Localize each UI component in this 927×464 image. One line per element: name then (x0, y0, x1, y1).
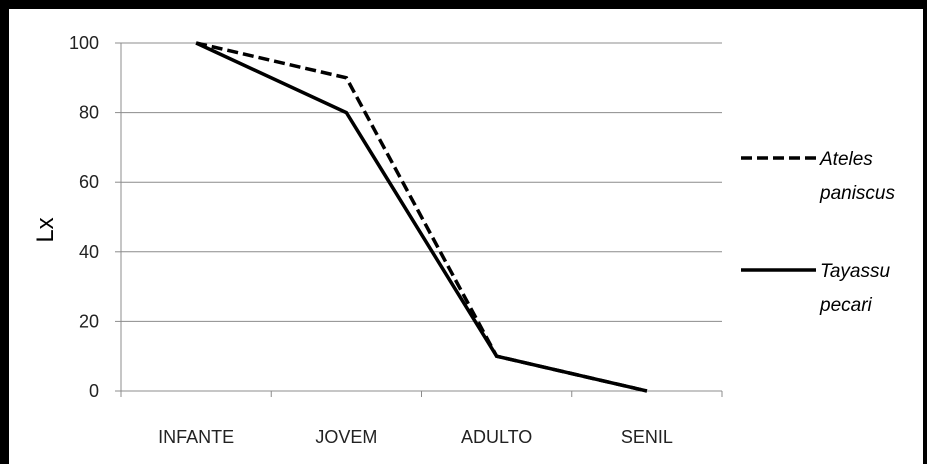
x-tick-label: JOVEM (315, 427, 377, 447)
axes (115, 42, 723, 397)
legend-label-0: paniscus (819, 183, 895, 204)
y-tick-label: 40 (79, 242, 99, 262)
legend-label-1: pecari (819, 295, 873, 316)
legend: Ateles paniscus Tayassu pecari (741, 149, 895, 316)
y-tick-label: 80 (79, 103, 99, 123)
y-tick-label: 20 (79, 311, 99, 331)
y-tick-label: 0 (89, 381, 99, 401)
legend-label-0: Ateles (819, 149, 873, 170)
x-tick-labels: INFANTE JOVEM ADULTO SENIL (158, 427, 673, 447)
y-tick-labels: 0 20 40 60 80 100 (69, 33, 99, 401)
x-tick-label: SENIL (621, 427, 673, 447)
y-tick-label: 100 (69, 33, 99, 53)
series-line-0 (195, 41, 648, 393)
x-tick-label: ADULTO (461, 427, 532, 447)
y-tick-label: 60 (79, 172, 99, 192)
grid-lines (121, 42, 722, 322)
legend-label-1: Tayassu (820, 261, 890, 282)
series-lines (195, 41, 648, 393)
series-line-1 (195, 41, 648, 393)
y-axis-label: Lx (32, 217, 59, 242)
x-tick-label: INFANTE (158, 427, 234, 447)
